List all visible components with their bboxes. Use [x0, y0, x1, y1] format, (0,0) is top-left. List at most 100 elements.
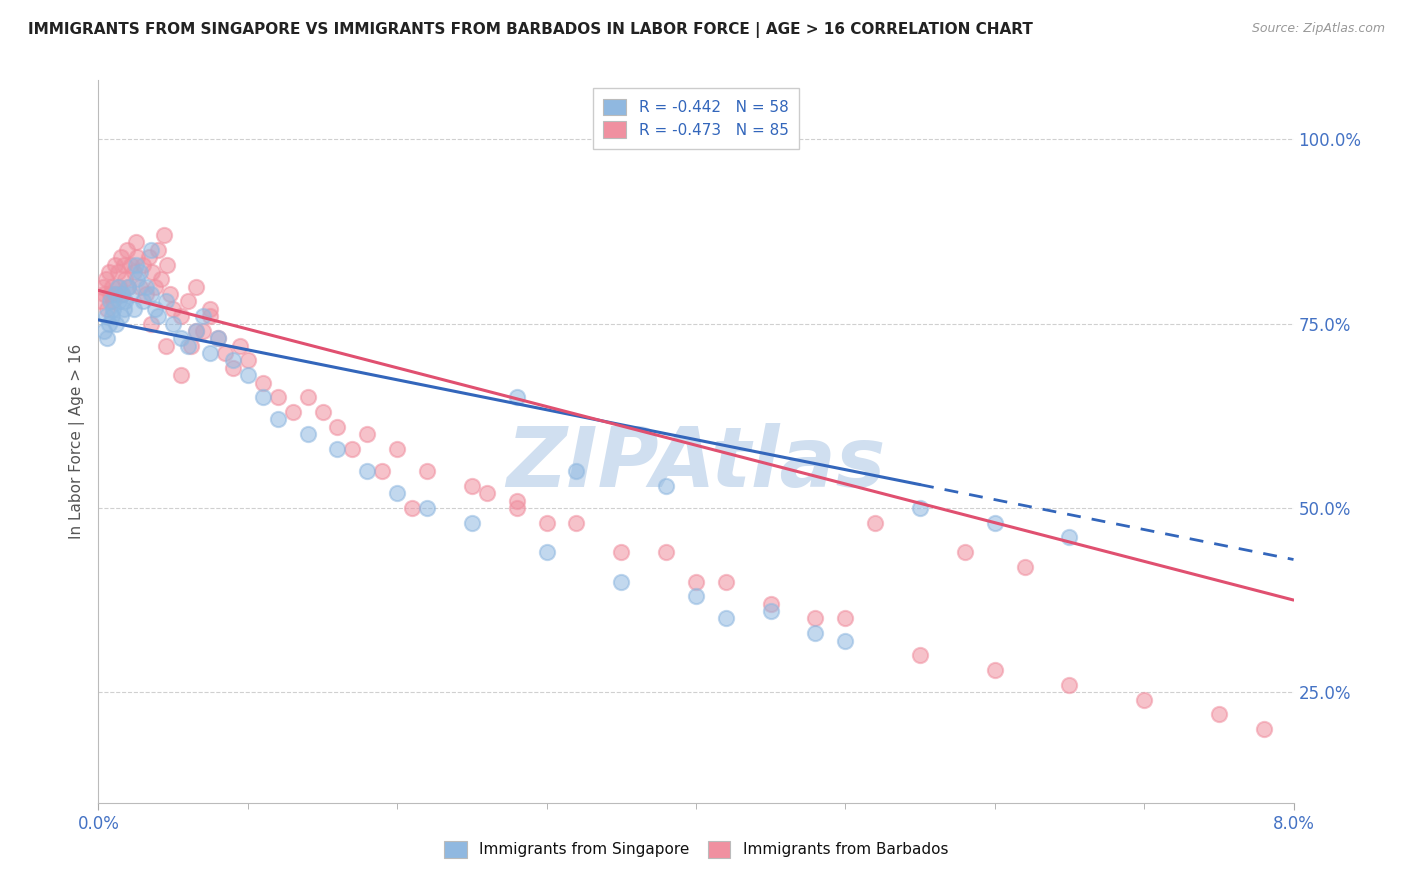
Point [148, 243, 170, 257]
Point [125, 235, 148, 250]
Point [107, 265, 129, 279]
Point [222, 353, 245, 368]
Point [371, 464, 394, 478]
Point [297, 390, 319, 404]
Point [103, 294, 125, 309]
Point [169, 368, 191, 383]
Point [127, 250, 149, 264]
Point [714, 574, 737, 589]
Point [475, 486, 498, 500]
Point [141, 265, 163, 279]
Point [91, 279, 114, 293]
Point [104, 287, 127, 301]
Point [229, 339, 252, 353]
Point [162, 317, 184, 331]
Point [129, 279, 152, 293]
Point [155, 294, 177, 309]
Point [132, 258, 155, 272]
Point [1208, 707, 1230, 722]
Point [120, 258, 142, 272]
Point [96, 301, 118, 316]
Point [103, 301, 125, 316]
Point [104, 258, 127, 272]
Point [150, 272, 173, 286]
Point [94, 309, 117, 323]
Point [953, 545, 976, 559]
Point [108, 279, 131, 293]
Point [111, 287, 134, 301]
Point [117, 279, 139, 293]
Point [101, 309, 124, 323]
Point [98, 294, 122, 309]
Point [114, 272, 136, 286]
Point [111, 287, 134, 301]
Point [865, 516, 887, 530]
Point [139, 287, 162, 301]
Point [804, 626, 827, 640]
Y-axis label: In Labor Force | Age > 16: In Labor Force | Age > 16 [69, 344, 86, 539]
Point [908, 500, 931, 515]
Point [655, 479, 678, 493]
Point [267, 412, 290, 426]
Point [153, 228, 176, 243]
Point [110, 250, 132, 264]
Point [108, 294, 131, 309]
Point [97, 265, 120, 279]
Point [207, 331, 229, 345]
Point [93, 324, 115, 338]
Point [222, 360, 245, 375]
Point [416, 464, 439, 478]
Point [177, 294, 200, 309]
Point [685, 574, 707, 589]
Text: ZIPAtlas: ZIPAtlas [506, 423, 886, 504]
Point [184, 279, 207, 293]
Point [326, 419, 349, 434]
Point [125, 258, 148, 272]
Point [536, 545, 558, 559]
Point [401, 500, 423, 515]
Point [139, 317, 162, 331]
Point [180, 339, 202, 353]
Point [124, 265, 146, 279]
Point [714, 611, 737, 625]
Point [1059, 530, 1081, 544]
Point [200, 301, 222, 316]
Point [112, 258, 135, 272]
Point [252, 390, 274, 404]
Point [506, 493, 529, 508]
Point [385, 442, 409, 456]
Point [110, 309, 132, 323]
Point [200, 309, 222, 323]
Point [326, 442, 349, 456]
Point [804, 611, 827, 625]
Point [169, 309, 191, 323]
Point [610, 545, 633, 559]
Point [297, 427, 319, 442]
Legend: Immigrants from Singapore, Immigrants from Barbados: Immigrants from Singapore, Immigrants fr… [437, 835, 955, 863]
Point [135, 279, 157, 293]
Text: Source: ZipAtlas.com: Source: ZipAtlas.com [1251, 22, 1385, 36]
Point [984, 516, 1007, 530]
Point [138, 250, 160, 264]
Point [759, 597, 782, 611]
Point [536, 516, 558, 530]
Point [200, 346, 222, 360]
Point [565, 516, 588, 530]
Point [281, 405, 304, 419]
Point [129, 265, 152, 279]
Point [143, 279, 166, 293]
Point [184, 324, 207, 338]
Point [162, 301, 184, 316]
Point [94, 272, 117, 286]
Point [759, 604, 782, 618]
Point [1014, 560, 1036, 574]
Point [236, 368, 259, 383]
Point [191, 324, 214, 338]
Point [311, 405, 333, 419]
Point [105, 317, 128, 331]
Point [834, 611, 856, 625]
Point [214, 346, 236, 360]
Point [1133, 692, 1156, 706]
Point [236, 353, 259, 368]
Point [356, 427, 378, 442]
